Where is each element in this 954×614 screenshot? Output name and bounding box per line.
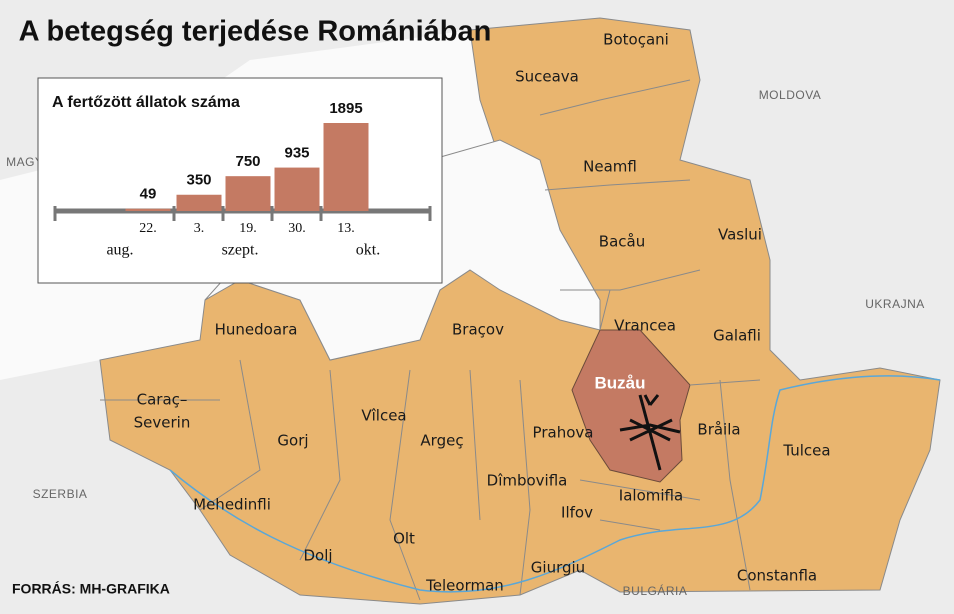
x-tick-label: 3. (194, 221, 205, 236)
county-label: Ilfov (561, 504, 593, 522)
mosquito-icon (619, 394, 681, 471)
county-label: Caraç– (137, 391, 188, 409)
county-borders (100, 79, 761, 601)
country-label: MOLDOVA (759, 88, 822, 102)
country-label: BULGÁRIA (623, 583, 688, 598)
month-label: szept. (222, 242, 259, 259)
bar (176, 194, 222, 211)
value-label: 1895 (329, 100, 362, 117)
bar (323, 123, 369, 211)
x-tick-label: 19. (239, 221, 257, 236)
county-label: Ialomifla (619, 487, 683, 505)
county-label: Galafli (713, 327, 761, 345)
county-label: Suceava (515, 68, 579, 86)
month-label: aug. (106, 242, 133, 259)
danube (169, 375, 941, 593)
county-label: Neamfl (583, 158, 637, 176)
x-tick-label: 13. (337, 221, 355, 236)
chart-title: A fertőzött állatok száma (52, 94, 240, 111)
bar (274, 167, 320, 211)
county-label: Olt (393, 530, 415, 548)
value-label: 350 (186, 172, 211, 189)
county-label: Hunedoara (215, 321, 298, 339)
county-label: Mehedinfli (193, 496, 271, 514)
county-label: Vrancea (614, 317, 676, 335)
county-label: Botoçani (603, 31, 669, 49)
value-label: 49 (140, 186, 157, 203)
county-label: Bråila (697, 421, 740, 439)
inset-chart: 49 22. 350 3. 750 19. 935 30. 1895 13. aug. szept. o… (53, 100, 432, 259)
county-label: Severin (134, 414, 191, 432)
bar (225, 176, 271, 211)
map-title: A betegség terjedése Romániában (19, 16, 492, 48)
county-label: Constanfla (737, 567, 817, 585)
county-label: Dolj (303, 547, 332, 565)
bar (125, 208, 171, 211)
buzau-county (571, 329, 691, 483)
value-label: 750 (235, 153, 260, 170)
county-label: Giurgiu (531, 559, 585, 577)
county-label: Bacåu (599, 233, 645, 251)
county-label: Braçov (452, 321, 504, 339)
source: FORRÁS: MH-GRAFIKA (12, 581, 170, 597)
county-label: Prahova (533, 424, 594, 442)
value-label: 935 (284, 145, 309, 162)
county-label: Gorj (277, 432, 308, 450)
county-label: Dîmbovifla (487, 472, 568, 490)
county-label: Teleorman (425, 577, 504, 595)
month-label: okt. (356, 242, 380, 259)
country-label: UKRAJNA (865, 297, 925, 311)
county-label: Tulcea (782, 442, 830, 460)
country-label: SZERBIA (33, 487, 88, 501)
county-label: Argeç (420, 432, 463, 450)
x-tick-label: 22. (139, 221, 157, 236)
x-tick-label: 30. (288, 221, 306, 236)
county-label: Vîlcea (361, 407, 406, 425)
county-label: Vaslui (718, 226, 762, 244)
highlighted-county-label: Buzåu (595, 373, 646, 392)
